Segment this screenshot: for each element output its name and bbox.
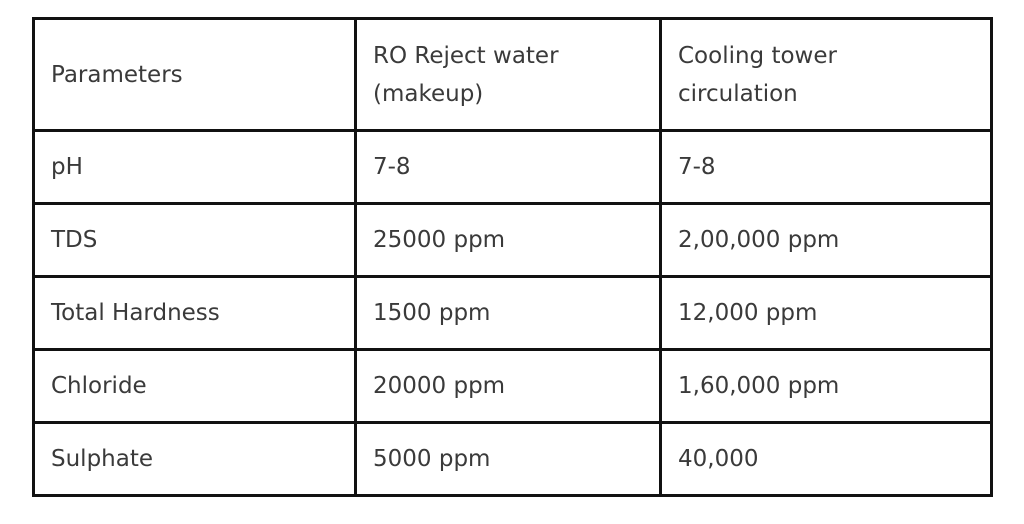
table-cell: 20000 ppm [354,348,662,424]
table-row: Chloride 20000 ppm 1,60,000 ppm [32,348,993,424]
table-cell: 12,000 ppm [659,275,993,351]
table-row: pH 7-8 7-8 [32,129,993,205]
table-cell: 2,00,000 ppm [659,202,993,278]
table-cell: pH [32,129,357,205]
table-row: Sulphate 5000 ppm 40,000 [32,421,993,497]
table-cell: Total Hardness [32,275,357,351]
header-cell: RO Reject water (makeup) [354,17,662,132]
table-cell: 1,60,000 ppm [659,348,993,424]
header-line: Cooling tower [678,42,837,69]
data-table: Parameters RO Reject water (makeup) Cooling… [32,17,993,497]
table-row: TDS 25000 ppm 2,00,000 ppm [32,202,993,278]
table-cell: 5000 ppm [354,421,662,497]
header-cell: Cooling tower circulation [659,17,993,132]
table-body: Parameters RO Reject water (makeup) Cooling… [32,17,993,497]
table-cell: 25000 ppm [354,202,662,278]
table-row: Total Hardness 1500 ppm 12,000 ppm [32,275,993,351]
table-cell: 7-8 [659,129,993,205]
table-cell: TDS [32,202,357,278]
table-cell: 40,000 [659,421,993,497]
header-line: (makeup) [373,80,484,107]
header-cell: Parameters [32,17,357,132]
header-line: circulation [678,80,798,107]
table-cell: 7-8 [354,129,662,205]
header-row: Parameters RO Reject water (makeup) Cooling… [32,17,993,132]
header-line: Parameters [51,61,183,88]
table-cell: Chloride [32,348,357,424]
table-cell: 1500 ppm [354,275,662,351]
table-cell: Sulphate [32,421,357,497]
header-line: RO Reject water [373,42,559,69]
